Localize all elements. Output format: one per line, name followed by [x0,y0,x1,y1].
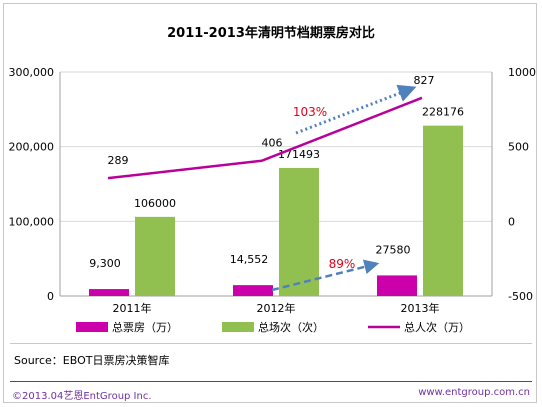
bar-screenings [423,125,463,296]
source-divider [10,343,532,344]
footer-url: www.entgroup.com.cn [418,387,530,398]
bar-box-office [89,289,129,296]
bar-box-office [377,275,417,296]
data-label-audience: 289 [108,154,129,167]
chart-title: 2011-2013年清明节档期票房对比 [167,26,375,41]
source-text: Source：EBOT日票房决策智库 [14,354,170,367]
y-right-tick-label: -500 [508,290,533,303]
x-tick-label: 2013年 [401,301,440,315]
x-tick-label: 2012年 [257,301,296,315]
y-left-tick-label: 200,000 [9,141,55,154]
y-right-tick-label: 500 [508,141,529,154]
y-left-tick-label: 300,000 [9,66,55,79]
annotation-audience-growth: 103% [293,105,327,119]
data-label-box-office: 27580 [376,243,411,256]
legend-label: 总场次（次） [258,320,324,334]
y-right-tick-label: 0 [508,215,515,228]
data-label-box-office: 14,552 [230,253,269,266]
annotation-box-office-growth: 89% [329,257,356,271]
data-label-audience: 406 [262,137,283,150]
line-audience [107,96,423,180]
legend-label: 总人次（万） [404,320,470,334]
data-label-screenings: 106000 [134,197,176,210]
bar-screenings [279,167,319,296]
footer-divider [10,381,532,382]
data-label-box-office: 9,300 [89,257,121,270]
x-tick-label: 2011年 [113,301,152,315]
y-left-tick-label: 100,000 [9,215,55,228]
data-label-audience: 827 [414,74,435,87]
bar-screenings [135,216,175,296]
growth-arrow-box-office [271,259,380,292]
data-label-screenings: 171493 [278,148,320,161]
legend-swatch [76,322,108,332]
legend-label: 总票房（万） [112,320,178,334]
y-right-tick-label: 1000 [508,66,536,79]
bar-box-office [233,285,273,296]
footer-copyright: ©2013.04艺恩EntGroup Inc. [12,391,152,402]
y-left-tick-label: 0 [47,290,54,303]
data-label-screenings: 228176 [422,106,464,119]
legend-swatch [222,322,254,332]
